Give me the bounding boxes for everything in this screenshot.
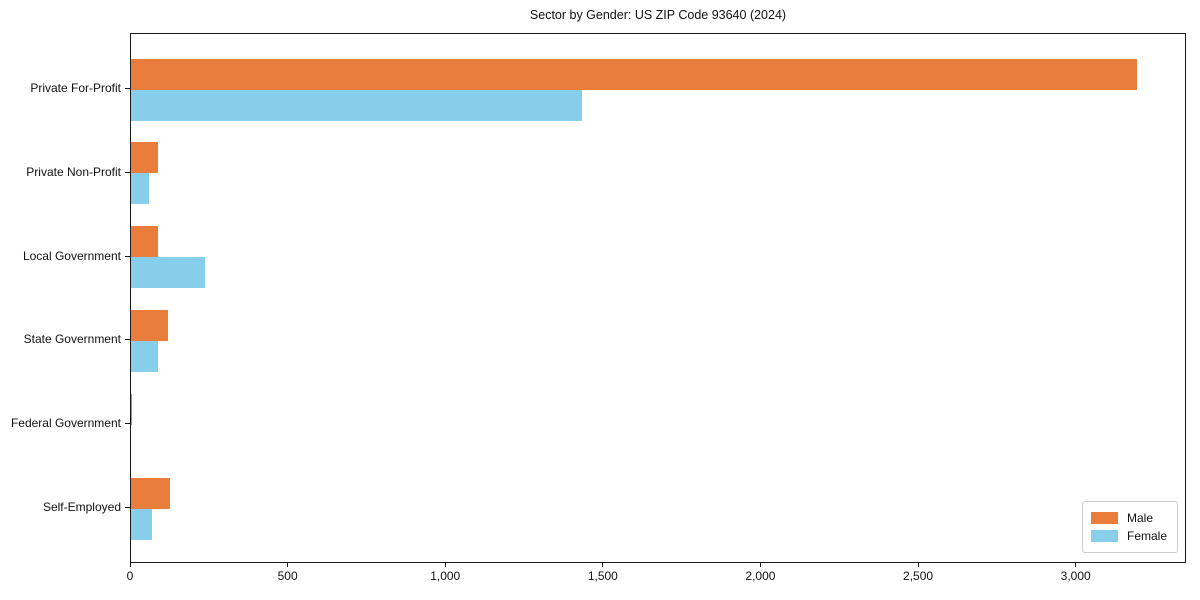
x-tick-mark: [129, 563, 131, 567]
y-tick-mark: [125, 171, 130, 173]
bar-private-non-profit-male: [131, 142, 159, 174]
x-tick-mark: [759, 563, 761, 567]
bar-private-non-profit-female: [131, 173, 150, 205]
legend-label-female: Female: [1126, 529, 1167, 543]
legend-label-male: Male: [1126, 511, 1153, 525]
y-tick-mark: [125, 339, 130, 341]
legend-item-female: Female: [1090, 528, 1167, 544]
x-tick-mark: [1075, 563, 1077, 567]
x-tick-mark: [917, 563, 919, 567]
y-tick-label-federal-government: Federal Government: [10, 416, 121, 431]
x-tick-label-1-000: 1,000: [430, 569, 461, 583]
y-tick-mark: [125, 88, 130, 89]
bar-local-government-female: [131, 257, 206, 289]
y-tick-mark: [125, 423, 130, 425]
y-tick-label-self-employed: Self-Employed: [42, 500, 121, 514]
x-tick-label-2-000: 2,000: [745, 569, 776, 583]
legend-item-male: Male: [1090, 510, 1167, 526]
x-tick-label-1-500: 1,500: [587, 569, 618, 583]
y-tick-label-private-non-profit: Private Non-Profit: [26, 164, 121, 179]
y-tick-label-state-government: State Government: [23, 332, 121, 347]
y-tick-mark: [125, 507, 130, 508]
bar-state-government-male: [131, 309, 168, 341]
legend: Male Female: [1081, 501, 1178, 553]
x-tick-mark: [444, 563, 446, 567]
legend-swatch-female: [1090, 530, 1118, 542]
bar-local-government-male: [131, 226, 159, 258]
bar-self-employed-female: [131, 508, 152, 540]
bar-private-for-profit-male: [131, 58, 1137, 90]
bar-state-government-female: [131, 340, 158, 372]
x-tick-label-3-000: 3,000: [1060, 569, 1091, 583]
y-tick-mark: [125, 255, 130, 257]
legend-swatch-male: [1090, 512, 1118, 524]
x-tick-label-2-500: 2,500: [903, 569, 934, 583]
bar-self-employed-male: [131, 477, 170, 509]
bar-federal-government-male: [131, 393, 133, 425]
plot-area: Male Female: [130, 33, 1186, 563]
x-tick-label-0: 0: [126, 569, 134, 583]
x-tick-label-500: 500: [277, 569, 298, 583]
y-tick-label-local-government: Local Government: [22, 248, 121, 263]
chart-title: Sector by Gender: US ZIP Code 93640 (202…: [529, 8, 787, 22]
bar-private-for-profit-female: [131, 89, 582, 121]
x-tick-mark: [602, 563, 604, 567]
x-tick-mark: [287, 563, 289, 567]
y-tick-label-private-for-profit: Private For-Profit: [30, 81, 121, 95]
